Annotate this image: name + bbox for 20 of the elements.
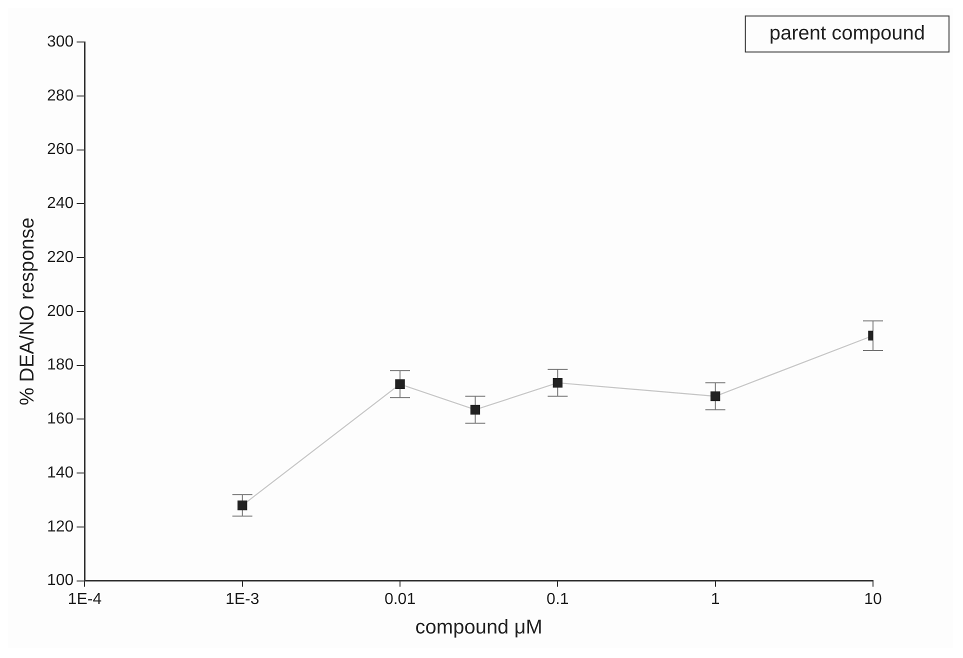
y-tick-label: 280: [46, 87, 74, 104]
x-axis-title: compound μM: [415, 616, 542, 639]
y-axis-title: % DEA/NO response: [16, 217, 39, 406]
y-tick-label: 100: [46, 572, 74, 590]
x-tick-label: 0.01: [384, 590, 416, 608]
x-tick-label: 1E-4: [68, 590, 102, 608]
y-tick-label: 180: [46, 356, 74, 374]
y-tick-label: 200: [46, 302, 74, 320]
y-tick-label: 240: [46, 195, 74, 212]
x-tick-label: 0.1: [546, 590, 569, 608]
y-tick-label: 260: [46, 141, 74, 158]
annotation: parent compound: [769, 22, 926, 45]
y-tick-label: 140: [46, 464, 74, 482]
y-tick-label: 220: [46, 248, 74, 266]
y-tick-label: 120: [46, 518, 74, 536]
y-tick-label: 300: [46, 33, 74, 50]
y-tick-label: 160: [46, 410, 74, 428]
x-tick-label: 10: [864, 590, 882, 608]
x-tick-label: 1: [710, 590, 720, 608]
x-tick-label: 1E-3: [225, 590, 260, 608]
